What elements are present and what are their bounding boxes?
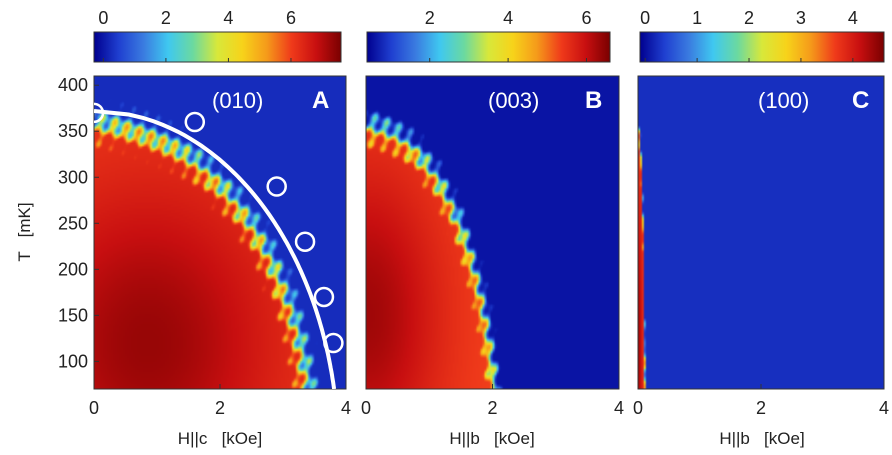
annotation-a: (010) — [212, 88, 263, 113]
colorbar-a-gradient — [93, 31, 342, 63]
colorbar-tick-label: 4 — [503, 8, 513, 28]
y-tick-label: 100 — [58, 351, 88, 371]
x-tick-label: 0 — [633, 398, 643, 418]
x-tick-label: 2 — [487, 398, 497, 418]
colorbar-tick-label: 2 — [161, 8, 171, 28]
x-axis-label-c: H||b [kOe] — [719, 429, 804, 448]
data-point — [313, 286, 335, 308]
colorbar-tick-label: 4 — [223, 8, 233, 28]
x-axis-label-a: H||c [kOe] — [178, 429, 262, 448]
colorbar-c-gradient — [639, 31, 885, 63]
colorbar-tick-label: 0 — [640, 8, 650, 28]
x-axis-ticks-a: 0 2 4 — [89, 384, 351, 418]
data-point — [294, 231, 316, 252]
annotation-b: (003) — [488, 88, 539, 113]
colorbar-b: 2 4 6 — [366, 8, 611, 63]
y-tick-label: 400 — [58, 75, 88, 95]
panel-letter-b: B — [585, 87, 602, 114]
y-tick-label: 300 — [58, 167, 88, 187]
colorbar-tick-label: 6 — [581, 8, 591, 28]
y-tick-label: 350 — [58, 121, 88, 141]
colorbar-tick-label: 2 — [425, 8, 435, 28]
colorbar-tick-label: 6 — [286, 8, 296, 28]
y-axis-ticks: 100 150 200 250 300 350 400 — [58, 75, 99, 371]
y-tick-label: 200 — [58, 259, 88, 279]
colorbar-c: 0 1 2 3 4 — [639, 8, 885, 63]
x-tick-label: 4 — [879, 398, 889, 418]
x-tick-label: 4 — [614, 398, 624, 418]
x-tick-label: 2 — [756, 398, 766, 418]
colorbar-tick-label: 2 — [744, 8, 754, 28]
panel-letter-c: C — [852, 87, 869, 114]
y-tick-label: 250 — [58, 213, 88, 233]
heatmap-c — [638, 76, 884, 389]
x-tick-label: 2 — [215, 398, 225, 418]
colorbar-tick-label: 0 — [98, 8, 108, 28]
x-tick-label: 0 — [361, 398, 371, 418]
panel-letter-a: A — [312, 87, 329, 114]
heatmap-b — [366, 76, 619, 389]
panel-a: 0 2 4 6 (010) A 100 150 200 250 300 350 400 0 2 4 H… — [15, 8, 351, 448]
colorbar-tick-label: 3 — [796, 8, 806, 28]
x-axis-ticks-b: 0 2 4 — [361, 384, 624, 418]
data-point — [323, 332, 344, 354]
y-axis-label: T [mK] — [15, 202, 34, 261]
data-point — [184, 111, 206, 133]
x-axis-ticks-c: 0 2 4 — [633, 384, 889, 418]
x-tick-label: 4 — [341, 398, 351, 418]
data-point — [266, 176, 287, 197]
annotation-c: (100) — [758, 88, 809, 113]
colorbar-a: 0 2 4 6 — [93, 8, 342, 63]
colorbar-tick-label: 4 — [848, 8, 858, 28]
panel-c: 0 1 2 3 4 (100) C 0 2 4 H||b [kOe] — [633, 8, 889, 448]
colorbar-tick-label: 1 — [692, 8, 702, 28]
x-tick-label: 0 — [89, 398, 99, 418]
y-tick-label: 150 — [58, 305, 88, 325]
data-point — [94, 102, 105, 124]
x-axis-label-b: H||b [kOe] — [449, 429, 534, 448]
panel-b: 2 4 6 (003) B 0 2 4 H||b [kOe] — [361, 8, 624, 448]
colorbar-b-gradient — [366, 31, 611, 63]
